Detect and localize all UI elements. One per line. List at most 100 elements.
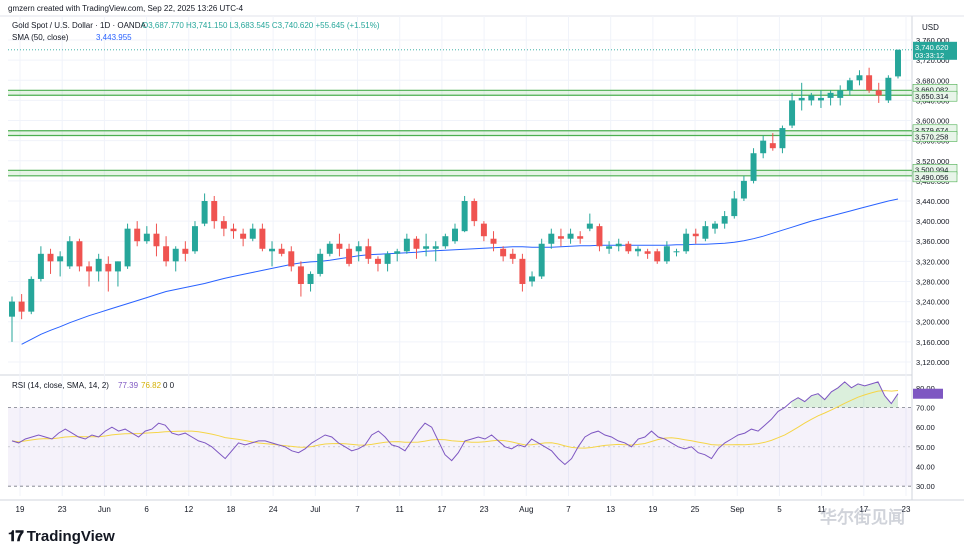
support-zone-label: 3,570.258 bbox=[915, 132, 948, 141]
support-zone-band bbox=[8, 170, 912, 176]
tradingview-logo-text: TradingView bbox=[26, 527, 115, 545]
watermark: 华尔街见闻 bbox=[820, 508, 905, 528]
candle-up bbox=[124, 228, 131, 267]
candle-up bbox=[817, 97, 824, 101]
price-tick-label: 3,360.000 bbox=[916, 237, 949, 246]
price-tick-label: 3,160.000 bbox=[916, 338, 949, 347]
candle-down bbox=[47, 253, 54, 262]
candle-down bbox=[500, 248, 507, 257]
candle-down bbox=[490, 238, 497, 244]
last-price-tag bbox=[913, 41, 957, 60]
candle-down bbox=[577, 236, 584, 239]
candle-up bbox=[538, 243, 545, 277]
candle-up bbox=[355, 246, 362, 252]
time-tick-label: 11 bbox=[396, 505, 405, 514]
candle-down bbox=[692, 233, 699, 237]
rsi-legend-value: 77.39 bbox=[118, 381, 139, 390]
candle-up bbox=[57, 256, 64, 262]
tradingview-logo: 𝟏𝟕 TradingView bbox=[8, 527, 115, 545]
sma-legend-value: 3,443.955 bbox=[96, 33, 132, 42]
price-tick-label: 3,200.000 bbox=[916, 318, 949, 327]
time-tick-label: 13 bbox=[606, 505, 615, 514]
candle-down bbox=[278, 248, 285, 254]
candle-up bbox=[432, 246, 439, 249]
support-zone-tag bbox=[912, 90, 958, 102]
rsi-line bbox=[11, 381, 899, 466]
candle-up bbox=[606, 246, 613, 249]
candle-up bbox=[95, 258, 102, 272]
rsi-tick-label: 70.00 bbox=[916, 404, 935, 413]
price-tick-label: 3,520.000 bbox=[916, 157, 949, 166]
candle-down bbox=[211, 201, 218, 222]
candle-up bbox=[673, 251, 680, 253]
candle-down bbox=[346, 248, 353, 264]
time-tick-label: 25 bbox=[691, 505, 700, 514]
rsi-tick-label: 50.00 bbox=[916, 443, 935, 452]
candle-up bbox=[827, 92, 834, 98]
time-tick-label: 17 bbox=[437, 505, 446, 514]
candle-up bbox=[37, 253, 44, 279]
candle-up bbox=[856, 75, 863, 81]
candle-down bbox=[644, 251, 651, 254]
time-tick-label: 17 bbox=[859, 505, 868, 514]
price-tick-label: 3,600.000 bbox=[916, 117, 949, 126]
time-tick-label: 23 bbox=[58, 505, 67, 514]
candle-up bbox=[143, 233, 150, 242]
support-zone-band bbox=[8, 130, 912, 136]
candle-down bbox=[163, 246, 170, 262]
price-tick-label: 3,440.000 bbox=[916, 197, 949, 206]
price-tick-label: 3,680.000 bbox=[916, 76, 949, 85]
candle-up bbox=[615, 243, 622, 247]
candle-up bbox=[779, 128, 786, 149]
time-tick-label: 6 bbox=[144, 505, 149, 514]
candle-down bbox=[86, 266, 93, 272]
time-tick-label: Sep bbox=[730, 505, 745, 514]
candle-up bbox=[731, 198, 738, 217]
time-tick-label: 19 bbox=[16, 505, 25, 514]
candle-down bbox=[625, 243, 632, 252]
candle-down bbox=[336, 243, 343, 249]
candle-up bbox=[837, 90, 844, 98]
candle-up bbox=[663, 246, 670, 262]
support-zone-tag bbox=[912, 171, 958, 183]
time-tick-label: 7 bbox=[566, 505, 571, 514]
created-by-text: gmzern created with TradingView.com, Sep… bbox=[8, 4, 244, 13]
support-zone-label: 3,650.314 bbox=[915, 92, 948, 101]
candle-up bbox=[9, 301, 15, 317]
candle-up bbox=[452, 228, 458, 242]
candle-up bbox=[423, 246, 430, 249]
candle-up bbox=[895, 49, 901, 77]
price-tick-label: 3,320.000 bbox=[916, 257, 949, 266]
candle-down bbox=[220, 221, 227, 229]
candle-down bbox=[240, 233, 247, 239]
time-tick-label: 19 bbox=[648, 505, 657, 514]
price-tick-label: 3,400.000 bbox=[916, 217, 949, 226]
candle-up bbox=[721, 216, 728, 224]
support-zone-tag bbox=[912, 131, 958, 142]
candle-down bbox=[76, 241, 83, 267]
candle-up bbox=[172, 248, 179, 262]
candle-down bbox=[259, 228, 266, 249]
candle-up bbox=[442, 236, 449, 247]
tradingview-logo-icon: 𝟏𝟕 bbox=[8, 527, 24, 545]
candle-up bbox=[307, 273, 314, 284]
rsi-tick-label: 80.00 bbox=[916, 384, 935, 393]
rsi-legend-extra: 0 0 bbox=[163, 381, 175, 390]
candle-up bbox=[634, 248, 641, 252]
candle-up bbox=[760, 140, 767, 154]
last-price-label: 3,740.620 bbox=[915, 43, 948, 52]
rsi-tick-label: 40.00 bbox=[916, 463, 935, 472]
rsi-overbought-fill bbox=[791, 381, 898, 408]
time-tick-label: 7 bbox=[355, 505, 360, 514]
candle-up bbox=[750, 153, 757, 181]
candle-down bbox=[557, 236, 564, 239]
candle-up bbox=[461, 201, 468, 232]
candle-down bbox=[365, 246, 372, 259]
candle-down bbox=[182, 248, 189, 254]
candle-up bbox=[269, 248, 276, 252]
candle-up bbox=[586, 223, 593, 229]
candle-up bbox=[317, 253, 324, 274]
candle-down bbox=[297, 266, 304, 284]
price-tick-label: 3,760.000 bbox=[916, 36, 949, 45]
